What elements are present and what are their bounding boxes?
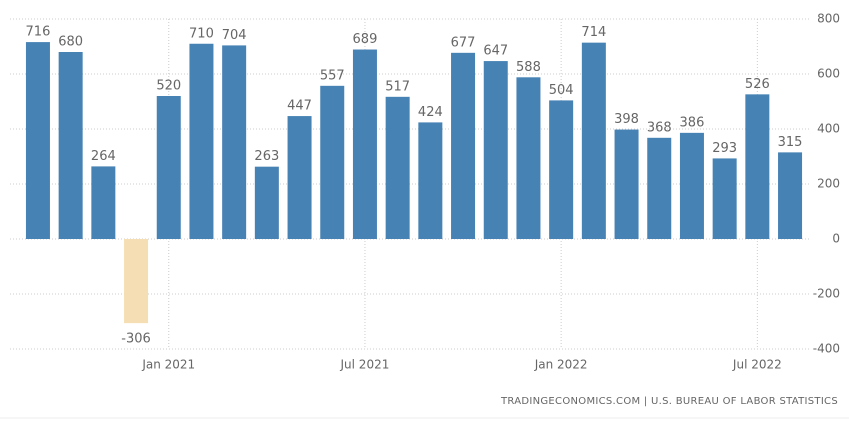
y-tick-label: 0 [832,232,840,246]
x-tick-label: Jul 2022 [732,358,782,372]
bar [647,137,672,239]
value-label: 504 [549,83,574,98]
x-tick-label: Jul 2021 [340,358,390,372]
bar [614,129,639,239]
value-label: 315 [778,135,803,150]
bar [581,42,606,240]
bar [483,61,508,240]
value-label: 386 [680,115,705,130]
bar [712,158,737,239]
bar [222,45,247,240]
bar [549,100,574,240]
x-tick-label: Jan 2022 [534,358,588,372]
value-label: 447 [287,99,312,114]
value-label: 398 [614,112,639,127]
value-label: 704 [222,28,247,43]
bar [679,132,704,239]
y-tick-label: -200 [813,287,840,301]
value-label: 588 [516,60,541,75]
y-tick-label: 800 [817,12,840,26]
y-tick-label: 200 [817,177,840,191]
value-label: 526 [745,77,770,92]
bar [745,94,770,239]
bar [156,96,181,239]
value-label: 368 [647,120,672,135]
bar [25,42,50,239]
value-label: 714 [581,25,606,40]
y-tick-label: 600 [817,67,840,81]
value-label: 424 [418,105,443,120]
bar [778,152,803,239]
bar [418,122,443,239]
bar [320,85,345,239]
value-label: 710 [189,26,214,41]
bar [451,52,476,240]
bar [58,52,83,239]
bar [189,43,214,239]
bar [352,49,377,240]
value-label: 293 [712,141,737,156]
bar [124,239,149,324]
value-label: 716 [26,25,51,40]
x-tick-label: Jan 2021 [141,358,195,372]
source: TRADINGECONOMICS.COM | U.S. BUREAU OF LA… [500,396,838,407]
bar [385,96,410,239]
value-label: 680 [58,35,83,50]
value-label: 689 [353,32,378,47]
value-label: -306 [121,332,151,347]
bar [254,166,279,239]
y-tick-label: 400 [817,122,840,136]
value-label: 677 [451,35,476,50]
value-label: 557 [320,68,345,83]
value-label: 263 [254,149,279,164]
value-label: 517 [385,79,410,94]
bar [287,116,312,239]
value-label: 647 [483,44,508,59]
bar [516,77,541,239]
bar [91,166,116,239]
y-tick-label: -400 [813,342,840,356]
value-label: 264 [91,149,116,164]
value-label: 520 [156,79,181,94]
